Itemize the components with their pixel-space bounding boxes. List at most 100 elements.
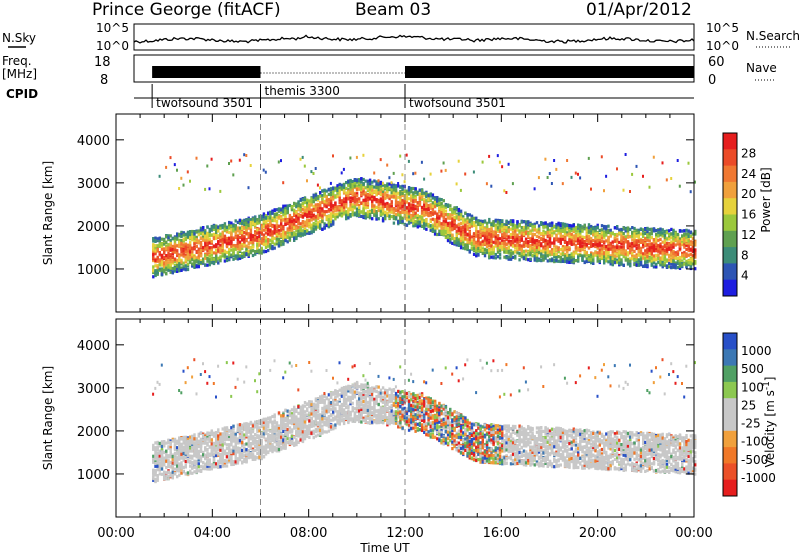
scatter-cell — [514, 229, 517, 233]
scatter-cell — [256, 235, 259, 239]
scatter-cell — [566, 243, 569, 247]
scatter-cell — [295, 219, 298, 223]
scatter-cell — [451, 217, 454, 221]
scatter-cell — [310, 170, 313, 174]
scatter-cell — [243, 240, 246, 244]
scatter-cell — [420, 193, 424, 197]
scatter-cell — [472, 223, 476, 228]
scatter-cell — [449, 204, 452, 208]
scatter-cell — [165, 262, 168, 266]
scatter-cell — [208, 246, 211, 250]
scatter-cell — [264, 216, 268, 220]
scatter-cell — [577, 248, 580, 252]
scatter-cell — [603, 261, 606, 265]
scatter-cell — [453, 220, 456, 224]
scatter-cell — [288, 203, 292, 208]
scatter-cell — [457, 212, 461, 216]
scatter-cell — [345, 217, 348, 221]
scatter-cell — [553, 237, 556, 241]
scatter-cell — [204, 187, 207, 191]
scatter-cell — [533, 224, 536, 228]
scatter-cell — [277, 237, 281, 241]
scatter-cell — [173, 238, 177, 242]
scatter-cell — [293, 226, 296, 230]
scatter-cell — [540, 222, 543, 226]
scatter-cell — [169, 156, 172, 160]
scatter-cell — [325, 217, 328, 221]
scatter-cell — [429, 192, 432, 196]
scatter-cell — [329, 187, 333, 191]
scatter-cell — [178, 254, 181, 258]
scatter-cell — [351, 205, 354, 209]
scatter-cell — [312, 199, 315, 203]
scatter-cell — [518, 258, 521, 262]
scatter-cell — [481, 225, 484, 230]
scatter-cell — [618, 228, 621, 232]
scatter-cell — [455, 243, 458, 247]
scatter-cell — [522, 232, 526, 236]
scatter-cell — [438, 210, 441, 214]
scatter-cell — [410, 199, 413, 203]
scatter-cell — [596, 226, 599, 230]
scatter-cell — [360, 177, 363, 181]
scatter-cell — [364, 214, 367, 218]
scatter-cell — [459, 232, 463, 236]
scatter-cell — [592, 261, 595, 265]
scatter-cell — [243, 221, 246, 225]
scatter-cell — [160, 244, 164, 248]
scatter-cell — [327, 209, 331, 213]
scatter-cell — [245, 231, 248, 235]
scatter-cell — [288, 225, 292, 230]
scatter-cell — [583, 250, 586, 254]
nave-label: Nave — [746, 61, 777, 75]
scatter-cell — [232, 237, 235, 241]
scatter-cell — [607, 244, 610, 248]
scatter-cell — [394, 192, 398, 196]
scatter-cell — [455, 208, 458, 212]
scatter-cell — [440, 210, 443, 214]
scatter-cell — [355, 188, 359, 192]
scatter-cell — [475, 244, 478, 248]
scatter-cell — [215, 251, 218, 255]
scatter-cell — [485, 228, 489, 232]
scatter-cell — [566, 231, 569, 235]
scatter-cell — [238, 221, 242, 225]
scatter-cell — [358, 204, 361, 208]
scatter-cell — [488, 217, 491, 222]
scatter-cell — [522, 225, 526, 230]
scatter-cell — [262, 220, 266, 224]
scatter-cell — [360, 179, 363, 183]
scatter-cell — [267, 228, 270, 232]
scatter-cell — [373, 171, 376, 175]
scatter-cell — [349, 214, 352, 218]
scatter-cell — [459, 221, 463, 225]
scatter-cell — [193, 263, 196, 267]
scatter-cell — [189, 233, 192, 237]
scatter-cell — [524, 244, 528, 248]
cpid-label-0: twofsound 3501 — [156, 96, 253, 110]
scatter-cell — [583, 240, 586, 244]
scatter-cell — [234, 235, 237, 239]
scatter-cell — [189, 246, 192, 250]
scatter-cell — [353, 205, 357, 209]
scatter-cell — [238, 226, 242, 230]
scatter-cell — [269, 214, 272, 218]
scatter-cell — [236, 229, 240, 233]
scatter-cell — [275, 239, 279, 243]
scatter-cell — [566, 227, 569, 231]
scatter-cell — [247, 245, 250, 249]
scatter-cell — [208, 237, 211, 241]
scatter-cell — [295, 204, 298, 208]
scatter-cell — [514, 243, 517, 247]
scatter-cell — [590, 253, 593, 257]
scatter-cell — [342, 189, 346, 193]
scatter-cell — [457, 238, 461, 242]
scatter-cell — [230, 244, 233, 249]
scatter-cell — [553, 248, 556, 252]
scatter-cell — [186, 264, 190, 268]
scatter-cell — [362, 198, 365, 202]
scatter-cell — [319, 204, 322, 208]
scatter-cell — [557, 259, 560, 263]
scatter-cell — [594, 242, 597, 246]
scatter-cell — [345, 203, 348, 207]
